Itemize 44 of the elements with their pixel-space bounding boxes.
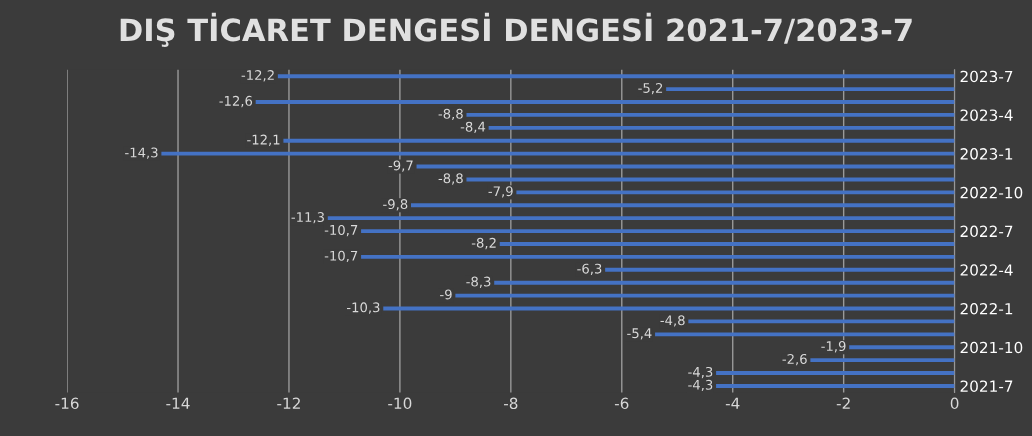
data-label: -4,3	[688, 366, 713, 379]
x-tick-label: -2	[836, 397, 850, 409]
y-tick-label: 2022-7	[960, 225, 1013, 238]
data-label: -8,8	[438, 173, 463, 185]
data-label: -8,2	[471, 237, 496, 250]
data-label: -4,8	[660, 315, 685, 327]
data-label: -6,3	[577, 263, 602, 275]
data-label: -11,3	[291, 212, 324, 224]
data-label: -9	[440, 289, 452, 300]
x-tick-label: -4	[725, 397, 740, 409]
data-label: -1,9	[821, 341, 846, 353]
data-label: -14,3	[125, 147, 158, 159]
x-tick-label: -14	[166, 397, 190, 409]
y-tick-label: 2021-10	[960, 341, 1023, 354]
x-tick-label: -8	[503, 397, 518, 410]
data-label: -10,7	[324, 250, 358, 263]
data-label: -8,8	[438, 108, 463, 121]
chart-title: DIŞ TİCARET DENGESİ DENGESİ 2021-7/2023-7	[120, 12, 912, 47]
data-label: -10,3	[346, 302, 380, 314]
x-tick-label: 0	[950, 397, 959, 410]
y-tick-label: 2022-4	[960, 264, 1013, 276]
data-label: -2,6	[782, 353, 807, 366]
data-label: -9,8	[383, 199, 408, 211]
data-label: -4,3	[688, 379, 713, 392]
y-tick-label: 2021-7	[960, 380, 1013, 392]
data-label: -8,4	[460, 121, 486, 134]
y-tick-label: 2023-1	[960, 148, 1013, 160]
data-label: -5,2	[638, 82, 663, 95]
x-tick-label: -12	[277, 397, 300, 409]
data-label: -7,9	[488, 186, 513, 198]
data-label: -12,1	[247, 134, 280, 146]
data-label: -8,3	[466, 276, 491, 288]
y-tick-label: 2022-1	[960, 302, 1013, 315]
data-label: -5,4	[627, 328, 652, 340]
data-label: -12,6	[219, 95, 253, 108]
x-tick-label: -10	[388, 397, 412, 410]
data-label: -10,7	[324, 224, 358, 237]
y-tick-label: 2023-4	[960, 109, 1013, 121]
data-label: -9,7	[388, 160, 413, 172]
x-tick-label: -16	[55, 397, 79, 410]
x-tick-label: -6	[614, 397, 629, 410]
y-tick-label: 2022-10	[960, 186, 1023, 199]
data-label: -12,2	[241, 70, 274, 82]
y-tick-label: 2023-7	[960, 70, 1013, 83]
